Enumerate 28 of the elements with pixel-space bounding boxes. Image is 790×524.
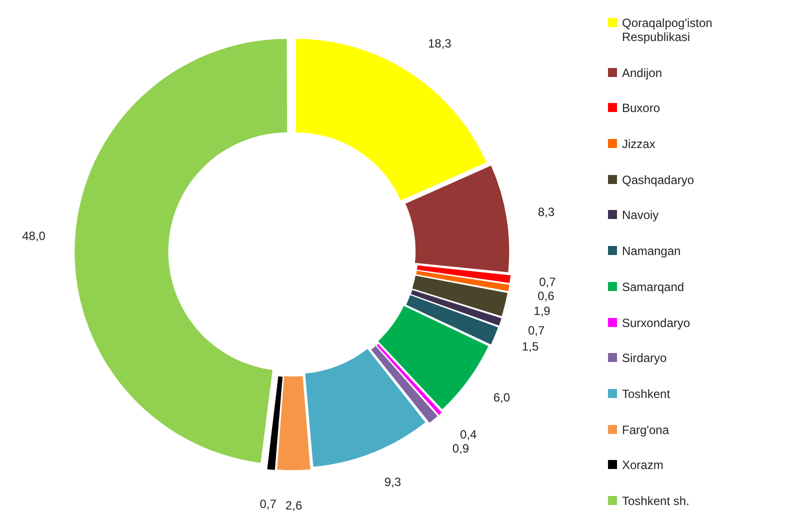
legend-label: Toshkent <box>622 386 670 401</box>
legend-label: Toshkent sh. <box>622 494 690 508</box>
legend-label: Qoraqalpog'iston Respublikasi <box>622 16 714 44</box>
legend-label: Xorazm <box>622 458 664 472</box>
data-label: 0,7 <box>539 275 556 290</box>
legend-label: Qashqadaryo <box>622 172 694 187</box>
data-label: 6,0 <box>493 390 510 405</box>
data-label: 0,6 <box>538 289 555 304</box>
data-label: 8,3 <box>538 205 555 220</box>
data-label: 2,6 <box>285 498 302 512</box>
data-label: 0,9 <box>452 442 470 456</box>
legend-label: Sirdaryo <box>622 351 667 366</box>
legend-label: Surxondaryo <box>622 316 690 330</box>
legend-label: Navoiy <box>622 208 659 222</box>
data-label: 1,9 <box>534 304 551 318</box>
data-label: 0,4 <box>460 428 478 442</box>
data-label: 9,3 <box>384 474 402 489</box>
data-label: 18,3 <box>428 36 452 50</box>
data-label: 0,7 <box>528 324 545 338</box>
legend-label: Buxoro <box>622 101 660 116</box>
legend-label: Jizzax <box>622 137 656 152</box>
data-label: 48,0 <box>22 229 46 244</box>
data-label: 1,5 <box>522 340 539 354</box>
legend-label: Farg'ona <box>622 422 669 437</box>
legend-label: Samarqand <box>622 280 684 294</box>
legend-label: Namangan <box>622 244 681 258</box>
data-label: 0,7 <box>260 497 277 512</box>
legend-label: Andijon <box>622 66 662 80</box>
